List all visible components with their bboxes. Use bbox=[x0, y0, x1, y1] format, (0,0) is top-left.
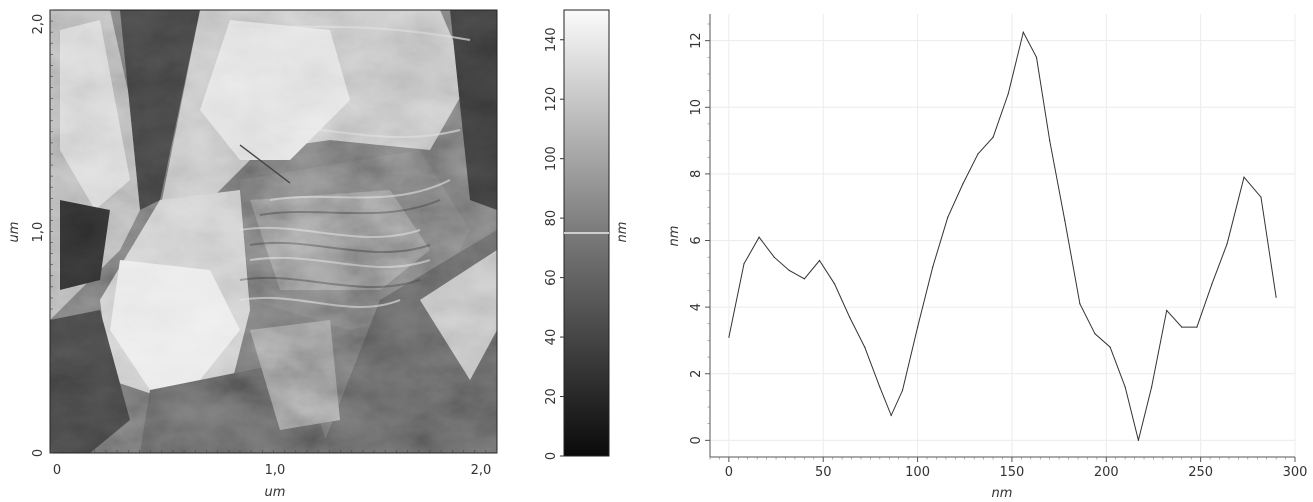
profile-data-point bbox=[1137, 439, 1139, 441]
afm-height-image bbox=[50, 10, 497, 453]
afm-y-tick-2: 2,0 bbox=[31, 14, 46, 35]
profile-data-point bbox=[788, 269, 790, 272]
profile-y-tick-label: 10 bbox=[689, 99, 704, 116]
profile-x-tick-label: 250 bbox=[1188, 465, 1213, 480]
profile-cut-line bbox=[239, 144, 291, 184]
profile-data-point bbox=[1150, 386, 1153, 388]
profile-data-point bbox=[728, 336, 730, 338]
profile-y-label: nm bbox=[667, 226, 682, 247]
profile-ticks: 0 50 100 150 200 250 300 0 2 4 6 8 10 12 bbox=[689, 23, 1308, 480]
profile-data-point bbox=[743, 263, 745, 265]
afm-x-tick-1: 1,0 bbox=[265, 463, 286, 478]
afm-minor-ticks bbox=[49, 9, 498, 454]
profile-x-label: nm bbox=[992, 486, 1013, 501]
profile-data-point bbox=[773, 256, 775, 258]
profile-data-point bbox=[758, 236, 760, 238]
profile-data-point bbox=[1049, 139, 1051, 142]
profile-x-tick-label: 0 bbox=[725, 465, 733, 480]
profile-data-point bbox=[890, 414, 892, 416]
profile-data-point bbox=[1022, 31, 1024, 33]
profile-data-point bbox=[1260, 196, 1262, 198]
profile-y-tick-label: 2 bbox=[689, 370, 704, 378]
afm-x-tick-0: 0 bbox=[53, 463, 61, 478]
profile-y-tick-label: 0 bbox=[689, 436, 704, 444]
profile-data-point bbox=[1166, 309, 1168, 312]
colorbar-tick-label: 120 bbox=[544, 87, 559, 112]
profile-data-point bbox=[849, 316, 851, 318]
profile-data-point bbox=[1007, 93, 1009, 95]
afm-x-tick-2: 2,0 bbox=[471, 463, 492, 478]
colorbar-tick-label: 40 bbox=[544, 329, 559, 346]
profile-data-point bbox=[864, 346, 866, 348]
profile-data-point bbox=[1079, 303, 1081, 305]
colorbar-tick-label: 140 bbox=[544, 27, 559, 52]
profile-data-point bbox=[1196, 326, 1198, 328]
afm-image-panel: 0 1,0 2,0 um 0 1,0 2,0 um bbox=[7, 9, 498, 500]
colorbar-tick-label: 80 bbox=[544, 210, 559, 227]
profile-points bbox=[728, 31, 1277, 441]
afm-x-unit: um bbox=[265, 485, 286, 500]
colorbar-unit: nm bbox=[615, 222, 630, 243]
profile-x-tick-label: 100 bbox=[905, 465, 930, 480]
colorbar-tick-label: 60 bbox=[544, 269, 559, 286]
profile-axes bbox=[709, 14, 1295, 458]
profile-data-point bbox=[947, 216, 949, 218]
profile-data-point bbox=[879, 386, 881, 388]
profile-x-tick-label: 50 bbox=[815, 465, 832, 480]
afm-y-tick-1: 1,0 bbox=[31, 222, 46, 243]
profile-y-tick-label: 12 bbox=[689, 32, 704, 49]
profile-data-point bbox=[1064, 219, 1066, 222]
profile-series-line bbox=[728, 30, 1277, 441]
profile-data-point bbox=[1181, 326, 1183, 328]
colorbar-tick-label: 20 bbox=[544, 388, 559, 405]
profile-data-point bbox=[916, 326, 919, 328]
colorbar: 0 20 40 60 80 100 120 140 nm bbox=[544, 9, 630, 460]
profile-data-point bbox=[803, 278, 805, 280]
profile-x-tick-label: 300 bbox=[1283, 465, 1308, 480]
profile-data-point bbox=[932, 266, 934, 268]
profile-data-point bbox=[992, 136, 994, 138]
profile-data-point bbox=[1243, 176, 1245, 178]
profile-data-point bbox=[901, 389, 904, 391]
profile-data-point bbox=[1124, 386, 1126, 388]
profile-data-point bbox=[977, 153, 979, 155]
profile-data-point bbox=[1226, 243, 1228, 245]
profile-data-point bbox=[818, 259, 821, 262]
profile-data-point bbox=[1035, 56, 1038, 58]
profile-data-point bbox=[1275, 296, 1277, 298]
afm-y-tick-0: 0 bbox=[31, 449, 46, 457]
profile-data-point bbox=[1094, 333, 1096, 335]
profile-data-point bbox=[1211, 283, 1213, 285]
profile-y-tick-label: 8 bbox=[689, 170, 704, 178]
height-profile-chart: 0 50 100 150 200 250 300 0 2 4 6 8 10 12 nm nm bbox=[667, 14, 1307, 501]
profile-y-tick-label: 4 bbox=[689, 303, 704, 311]
profile-data-point bbox=[833, 283, 836, 285]
profile-x-tick-label: 150 bbox=[1000, 465, 1025, 480]
profile-grid bbox=[710, 14, 1296, 457]
colorbar-ticks: 0 20 40 60 80 100 120 140 bbox=[544, 27, 564, 460]
afm-y-unit: um bbox=[7, 222, 22, 243]
profile-data-point bbox=[1109, 346, 1111, 348]
profile-data-point bbox=[962, 183, 964, 185]
profile-x-tick-label: 200 bbox=[1094, 465, 1119, 480]
colorbar-tick-label: 100 bbox=[544, 146, 559, 171]
colorbar-tick-label: 0 bbox=[544, 452, 559, 460]
profile-y-tick-label: 6 bbox=[689, 236, 704, 244]
